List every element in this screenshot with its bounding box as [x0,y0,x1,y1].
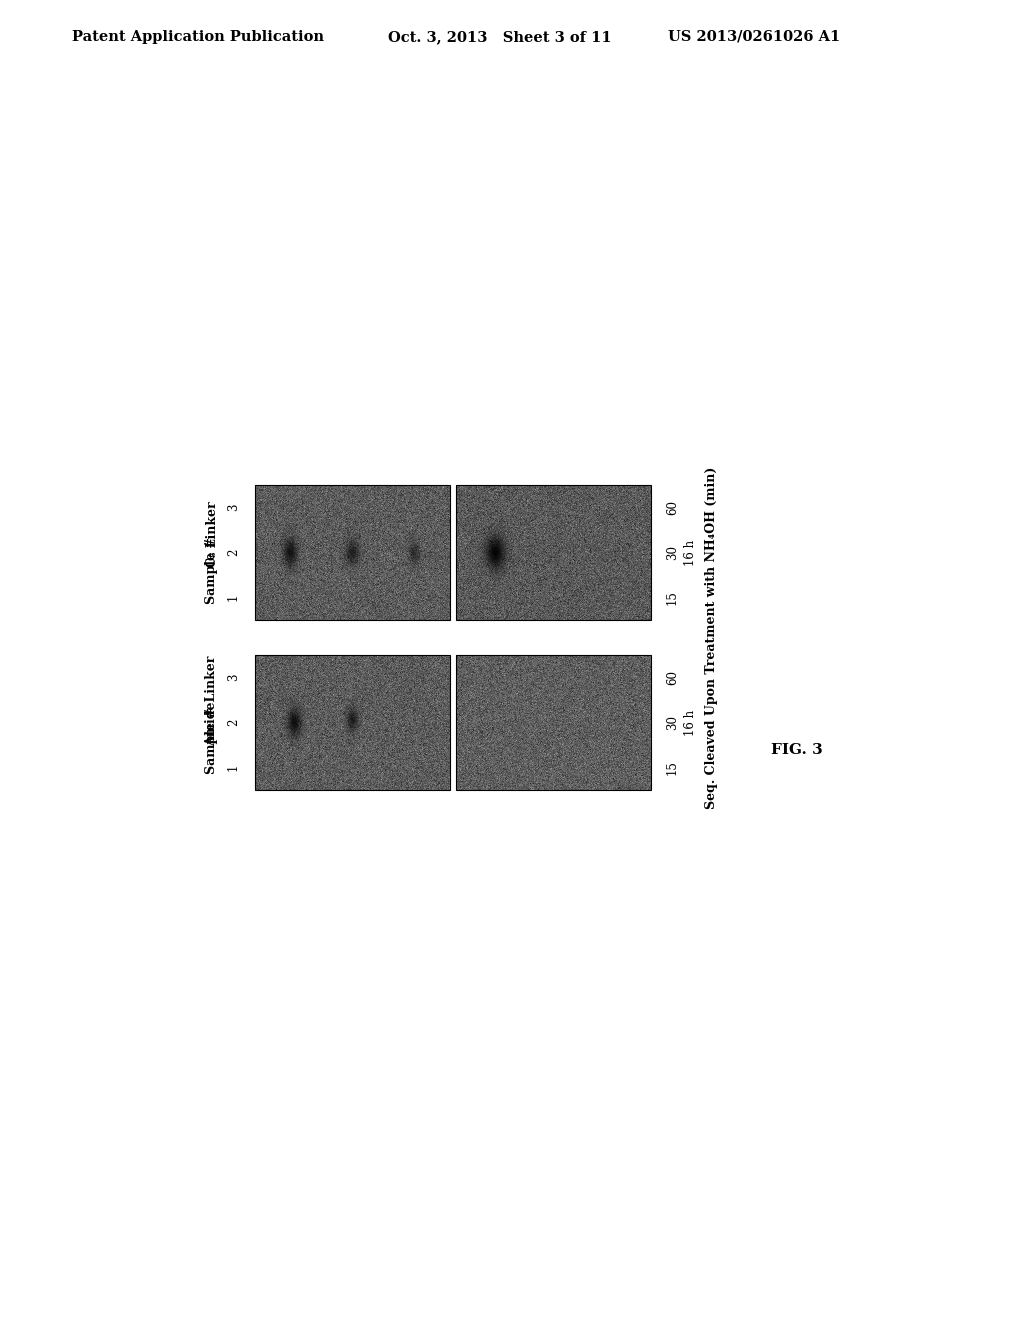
Text: Sample #: Sample # [206,708,218,774]
Text: 1: 1 [227,594,240,601]
Bar [456,655,651,789]
Text: Sample #: Sample # [206,537,218,605]
Text: FIG. 3: FIG. 3 [771,742,822,756]
Text: 3: 3 [227,673,240,681]
Text: AmideLinker: AmideLinker [206,655,218,746]
Bar [255,484,450,620]
Text: 60: 60 [666,500,679,515]
Text: US 2013/0261026 A1: US 2013/0261026 A1 [668,30,841,44]
Text: 30: 30 [666,545,679,560]
Bar [456,484,651,620]
Text: 15: 15 [666,590,679,605]
Text: Oct. 3, 2013   Sheet 3 of 11: Oct. 3, 2013 Sheet 3 of 11 [388,30,611,44]
Text: 30: 30 [666,715,679,730]
Text: Patent Application Publication: Patent Application Publication [72,30,324,44]
Text: 16 h: 16 h [684,540,697,565]
Text: 60: 60 [666,671,679,685]
Text: C₈ Linker: C₈ Linker [206,502,218,568]
Text: 15: 15 [666,760,679,775]
Text: 16 h: 16 h [684,709,697,735]
Text: 2: 2 [227,549,240,556]
Text: 1: 1 [227,764,240,771]
Bar [255,655,450,789]
Text: Seq. Cleaved Upon Treatment with NH₄OH (min): Seq. Cleaved Upon Treatment with NH₄OH (… [705,466,718,809]
Text: 3: 3 [227,504,240,511]
Text: 2: 2 [227,719,240,726]
